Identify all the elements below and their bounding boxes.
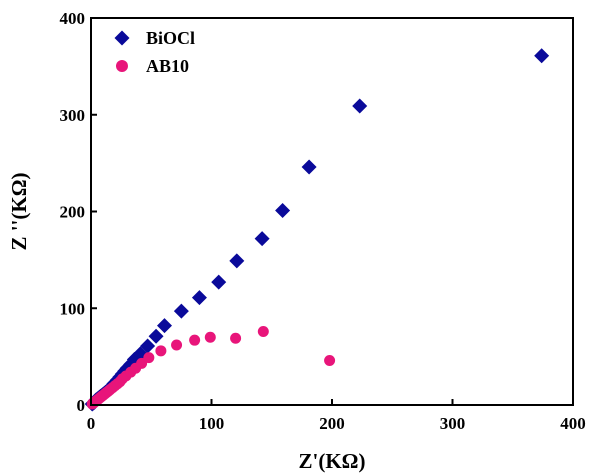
data-point-biocl	[275, 203, 291, 219]
y-tick-label: 200	[60, 203, 86, 222]
x-tick-label: 400	[560, 414, 586, 433]
data-point-ab10	[189, 334, 201, 346]
y-tick-label: 300	[60, 106, 86, 125]
axes: 0 100 200 300 400 0 100 200 300 400	[60, 9, 586, 433]
data-point-biocl	[191, 290, 207, 306]
legend-marker-biocl	[114, 30, 130, 46]
legend-label-biocl: BiOCl	[146, 28, 195, 48]
y-tick-label: 100	[60, 299, 86, 318]
data-point-biocl	[157, 318, 173, 334]
data-point-biocl	[352, 98, 368, 114]
data-point-ab10	[143, 352, 155, 364]
data-point-ab10	[230, 332, 242, 344]
x-tick-label: 200	[319, 414, 345, 433]
data-point-ab10	[171, 339, 183, 351]
x-tick-label: 100	[199, 414, 225, 433]
legend-marker-ab10	[116, 60, 128, 72]
data-point-biocl	[254, 231, 270, 247]
legend-label-ab10: AB10	[146, 56, 189, 76]
data-point-ab10	[204, 331, 216, 343]
data-point-biocl	[301, 159, 317, 175]
x-tick-label: 300	[440, 414, 466, 433]
y-tick-label: 0	[77, 396, 86, 415]
data-point-ab10	[155, 345, 167, 357]
data-point-ab10	[324, 354, 336, 366]
x-tick-label: 0	[87, 414, 96, 433]
data-point-biocl	[229, 253, 245, 269]
data-point-biocl	[148, 328, 164, 344]
series-biocl	[84, 48, 550, 412]
data-point-biocl	[211, 274, 227, 290]
x-axis-label: Z'(KΩ)	[299, 449, 366, 473]
legend: BiOCl AB10	[114, 28, 195, 76]
data-point-biocl	[140, 338, 156, 354]
y-tick-label: 400	[60, 9, 86, 28]
data-point-ab10	[257, 325, 269, 337]
data-point-biocl	[534, 48, 550, 64]
data-point-biocl	[173, 303, 189, 319]
y-axis-label: Z ''(KΩ)	[7, 172, 31, 250]
data-markers	[84, 48, 550, 412]
